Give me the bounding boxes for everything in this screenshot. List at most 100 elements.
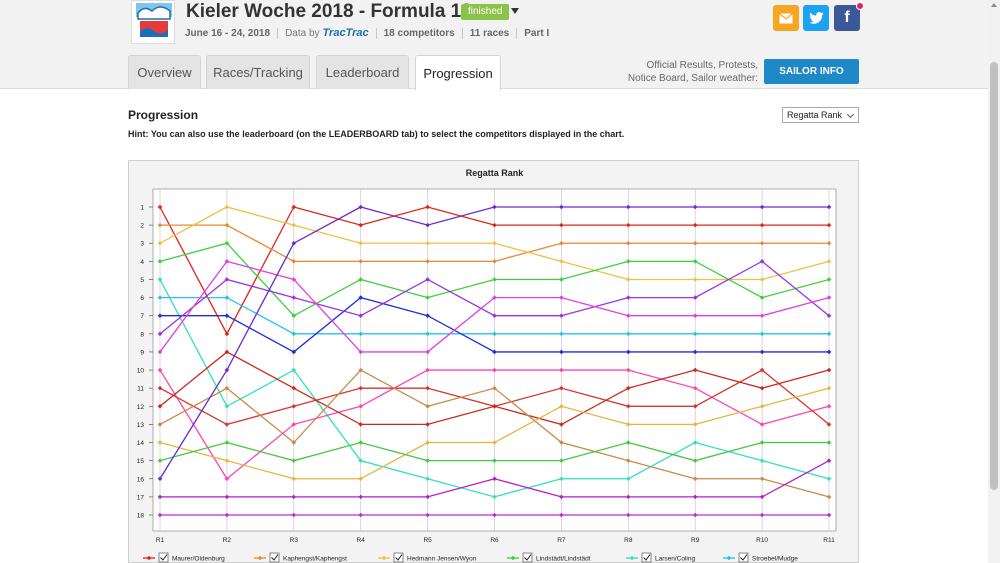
sailor-info-button[interactable]: SAILOR INFO <box>764 59 859 84</box>
data-point <box>759 458 765 463</box>
data-point <box>559 403 564 409</box>
data-point <box>559 313 564 319</box>
data-point <box>358 313 363 319</box>
data-point <box>291 295 297 300</box>
data-point <box>826 403 832 409</box>
data-point <box>826 367 832 373</box>
data-point <box>559 240 564 246</box>
data-point <box>692 259 698 264</box>
x-tick-label: R3 <box>290 537 299 544</box>
data-point <box>425 367 430 373</box>
x-tick-label: R2 <box>223 537 232 544</box>
data-point <box>559 222 564 228</box>
tab-overview[interactable]: Overview <box>128 55 201 89</box>
data-point <box>425 476 430 482</box>
data-point <box>157 277 163 282</box>
y-tick-label: 3 <box>140 241 144 248</box>
scrollbar[interactable] <box>988 0 1000 563</box>
data-point <box>692 277 698 282</box>
data-point <box>291 403 297 409</box>
share-facebook-button[interactable]: f <box>834 2 864 31</box>
data-point <box>692 458 698 463</box>
data-point <box>492 385 497 391</box>
legend-checkbox[interactable] <box>738 552 749 563</box>
data-point <box>759 331 765 337</box>
legend-label[interactable]: Larsen/Coling <box>655 556 695 563</box>
data-point <box>291 494 297 500</box>
legend-checkbox[interactable] <box>393 552 404 563</box>
data-point <box>425 313 430 319</box>
data-point <box>492 367 497 373</box>
data-point <box>157 422 163 427</box>
data-point <box>358 349 363 355</box>
legend-label[interactable]: Kaphengst/Kaphengst <box>283 556 347 563</box>
data-point <box>291 222 297 228</box>
data-point <box>559 331 564 337</box>
legend-label[interactable]: Hedmann Jensen/Wyon <box>407 556 477 563</box>
legend-swatch-marker <box>257 555 263 561</box>
checkmark-icon <box>740 554 748 561</box>
legend-checkbox[interactable] <box>522 552 533 563</box>
y-tick-label: 5 <box>140 277 144 284</box>
data-point <box>759 476 765 482</box>
y-tick-label: 9 <box>140 349 144 356</box>
data-point <box>626 440 631 445</box>
chart-title: Regatta Rank <box>466 168 525 178</box>
data-point <box>492 458 497 463</box>
data-point <box>425 440 430 445</box>
scrollbar-thumb[interactable] <box>990 62 998 490</box>
data-point <box>358 512 363 518</box>
data-point <box>559 295 564 300</box>
data-point <box>224 385 230 391</box>
legend-checkbox[interactable] <box>641 552 652 563</box>
data-point <box>759 204 765 210</box>
event-title: Kieler Woche 2018 - Formula 18 <box>186 1 472 22</box>
data-point <box>157 331 163 337</box>
y-tick-label: 2 <box>140 223 144 230</box>
official-text-line: Notice Board, Sailor weather: <box>627 73 758 84</box>
data-point <box>157 240 163 246</box>
data-point <box>692 204 698 210</box>
legend-label[interactable]: Stroebel/Mudge <box>752 556 798 563</box>
scroll-up-arrow-icon[interactable] <box>991 3 997 7</box>
tab-races-tracking[interactable]: Races/Tracking <box>206 55 310 89</box>
data-point <box>492 222 497 228</box>
official-text-line: Official Results, Protests, <box>646 60 758 71</box>
data-point <box>157 349 163 355</box>
y-tick-label: 1 <box>140 205 144 212</box>
data-point <box>626 476 631 482</box>
y-tick-label: 6 <box>140 295 144 302</box>
data-point <box>759 295 765 300</box>
data-point <box>291 458 297 463</box>
legend-checkbox[interactable] <box>158 552 169 563</box>
y-tick-label: 11 <box>137 386 144 393</box>
y-tick-label: 16 <box>137 476 145 483</box>
data-point <box>692 512 698 518</box>
data-point <box>692 494 698 500</box>
tractrac-logo[interactable]: TracTrac <box>322 27 369 39</box>
legend-label[interactable]: Lindstädt/Lindstädt <box>536 556 591 563</box>
event-meta: June 16 - 24, 2018 Data by TracTrac 18 c… <box>185 27 549 39</box>
data-point <box>692 295 698 300</box>
data-point <box>759 422 765 427</box>
data-point <box>759 367 765 373</box>
data-point <box>559 204 564 210</box>
legend-checkbox[interactable] <box>269 552 280 563</box>
data-point <box>157 512 163 518</box>
data-point <box>692 331 698 337</box>
kieler-woche-logo-icon <box>132 1 174 43</box>
data-point <box>492 240 497 246</box>
data-point <box>224 458 230 463</box>
data-point <box>291 240 297 246</box>
tab-leaderboard[interactable]: Leaderboard <box>316 55 409 89</box>
data-point <box>291 204 297 210</box>
event-menu-caret-icon[interactable] <box>511 8 519 14</box>
event-dates: June 16 - 24, 2018 <box>185 27 271 39</box>
legend-label[interactable]: Maurer/Oldenburg <box>172 556 225 563</box>
tab-progression[interactable]: Progression <box>415 55 501 90</box>
rank-select[interactable]: Regatta Rank <box>782 107 859 123</box>
share-mail-button[interactable] <box>773 5 799 31</box>
checkmark-icon <box>524 554 532 561</box>
share-twitter-button[interactable] <box>803 5 829 31</box>
facebook-icon: f <box>844 9 850 26</box>
